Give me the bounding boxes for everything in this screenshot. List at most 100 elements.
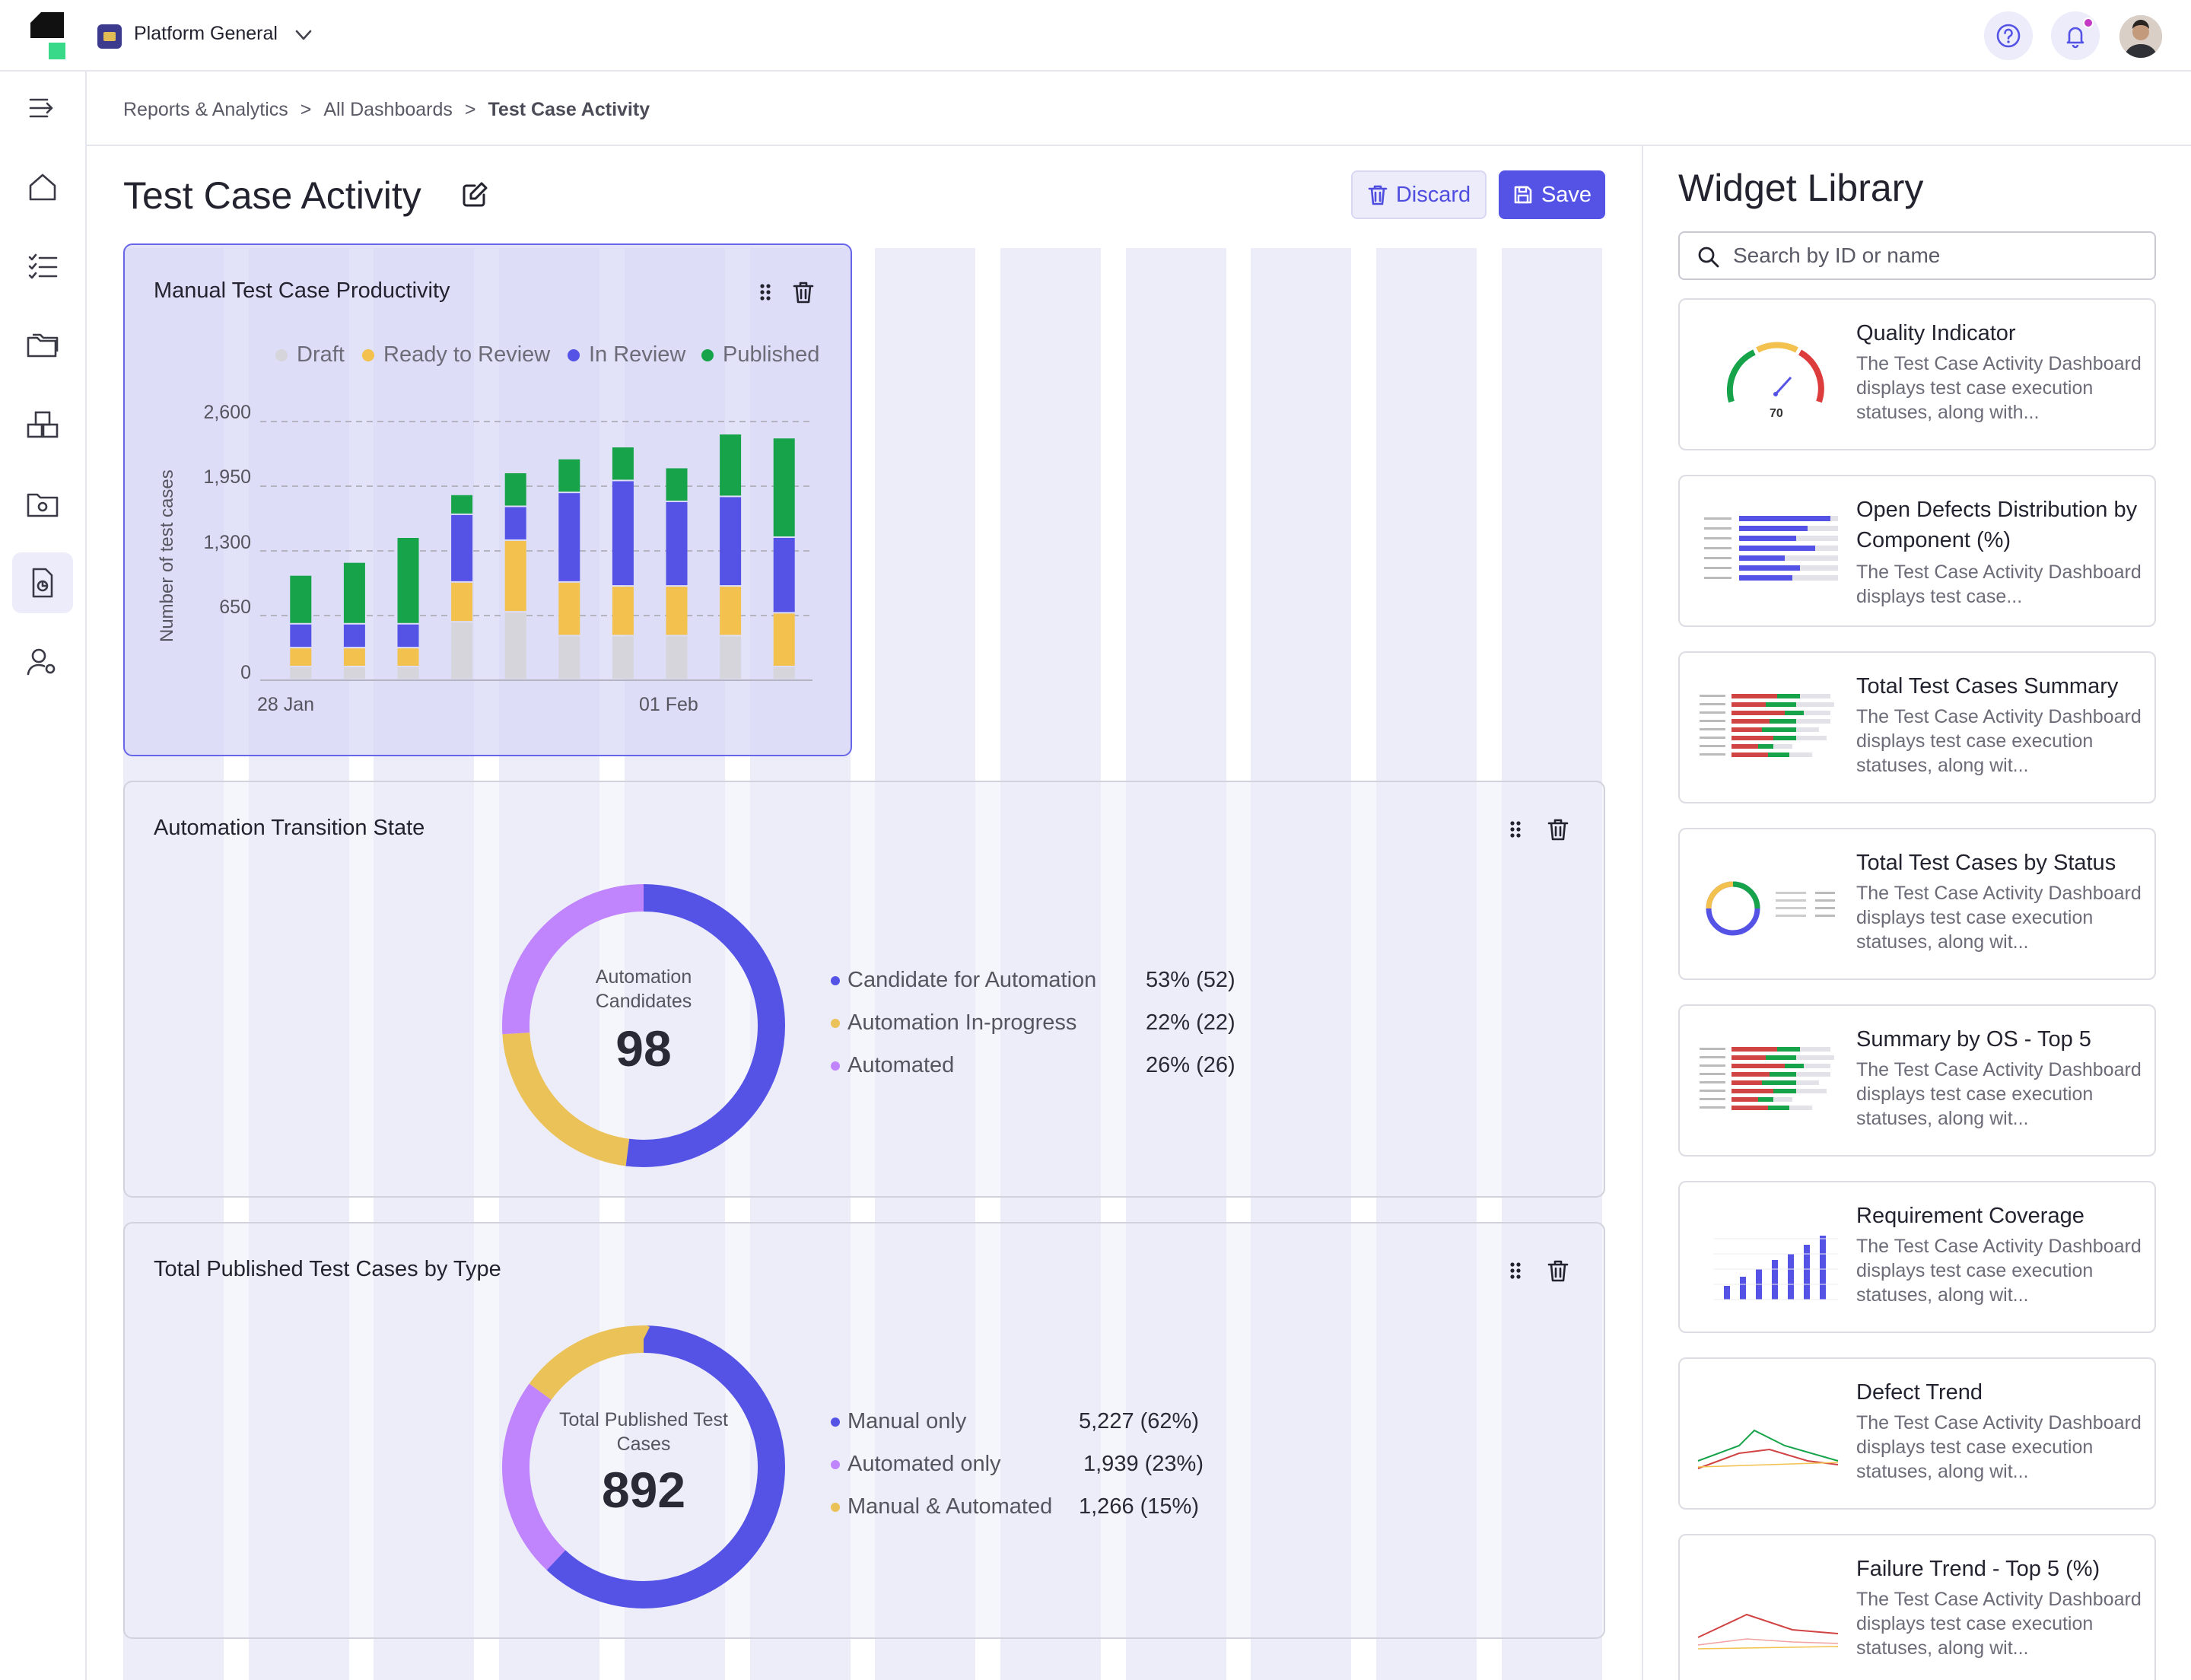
- widget-library-card[interactable]: Defect Trend The Test Case Activity Dashb…: [1678, 1357, 2156, 1510]
- legend-dot: [701, 348, 714, 361]
- bar-segment-published[interactable]: [666, 468, 688, 501]
- bar-segment-published[interactable]: [290, 575, 312, 623]
- save-button[interactable]: Save: [1499, 170, 1605, 219]
- bar-segment-draft[interactable]: [773, 667, 795, 679]
- donut-center-label: Total Published Test Cases: [559, 1409, 728, 1455]
- widget-library-card[interactable]: Requirement Coverage The Test Case Activi…: [1678, 1181, 2156, 1333]
- sidebar-item-reports[interactable]: [12, 552, 73, 613]
- search-input[interactable]: [1733, 240, 2144, 271]
- legend-value: 26% (26): [1146, 1053, 1235, 1077]
- widget-thumbnail-donut: [1706, 881, 1835, 936]
- legend-candidate: Candidate for Automation: [831, 968, 1096, 993]
- sidebar-item-packages[interactable]: [12, 394, 73, 455]
- sidebar-item-folders[interactable]: [12, 315, 73, 376]
- bar-segment-ready-to-review[interactable]: [666, 587, 688, 635]
- bar-segment-draft[interactable]: [720, 636, 742, 679]
- widget-library-card-title: Failure Trend - Top 5 (%): [1856, 1557, 2100, 1581]
- delete-widget-icon[interactable]: [1546, 1258, 1570, 1283]
- chevron-down-icon[interactable]: [292, 26, 315, 44]
- bar-segment-in-review[interactable]: [612, 481, 634, 586]
- bar-segment-ready-to-review[interactable]: [558, 582, 580, 635]
- bar-segment-in-review[interactable]: [451, 514, 473, 581]
- bar-segment-ready-to-review[interactable]: [773, 613, 795, 666]
- sidebar-item-settings-folder[interactable]: [12, 473, 73, 534]
- checklist-icon: [28, 253, 58, 279]
- widget-library-card[interactable]: Failure Trend - Top 5 (%) The Test Case A…: [1678, 1534, 2156, 1680]
- sidebar-item-home[interactable]: [12, 157, 73, 218]
- legend-dot: [831, 1417, 840, 1427]
- drag-handle-icon[interactable]: [1505, 1260, 1526, 1281]
- avatar[interactable]: [2119, 15, 2162, 58]
- breadcrumb-all-dashboards[interactable]: All Dashboards: [323, 98, 453, 120]
- bar-segment-draft[interactable]: [343, 667, 365, 679]
- sidebar-item-user-settings[interactable]: [12, 632, 73, 692]
- sidebar-item-test-cases[interactable]: [12, 236, 73, 297]
- bar-segment-published[interactable]: [720, 434, 742, 496]
- bar-segment-draft[interactable]: [612, 636, 634, 679]
- bar-segment-draft[interactable]: [666, 636, 688, 679]
- widget-manual-productivity[interactable]: Manual Test Case Productivity Draft Read…: [123, 243, 852, 756]
- bar-segment-published[interactable]: [397, 538, 419, 623]
- help-button[interactable]: [1984, 11, 2033, 60]
- legend-in-review: In Review: [568, 342, 685, 368]
- legend-label: Manual only: [847, 1409, 967, 1433]
- y-tick: 1,950: [203, 466, 251, 488]
- widget-library-card[interactable]: 70 Quality Indicator The Test Case Activit…: [1678, 298, 2156, 450]
- bar-segment-published[interactable]: [504, 473, 526, 506]
- bar-segment-draft[interactable]: [397, 667, 419, 679]
- bar-segment-in-review[interactable]: [773, 538, 795, 612]
- delete-widget-icon[interactable]: [791, 280, 816, 304]
- bar-segment-in-review[interactable]: [343, 624, 365, 648]
- widget-library-card-description: The Test Case Activity Dashboard display…: [1856, 353, 2142, 423]
- bar-segment-draft[interactable]: [290, 667, 312, 679]
- donut-slice-manual-automated[interactable]: [502, 1325, 785, 1608]
- bar-segment-draft[interactable]: [558, 636, 580, 679]
- donut-slice-automated-only[interactable]: [502, 1325, 785, 1608]
- bar-segment-draft[interactable]: [451, 622, 473, 679]
- bar-segment-ready-to-review[interactable]: [343, 648, 365, 666]
- bar-segment-published[interactable]: [773, 438, 795, 536]
- drag-handle-icon[interactable]: [755, 282, 776, 303]
- legend-draft: Draft: [275, 342, 345, 368]
- legend-label: Automation In-progress: [847, 1010, 1077, 1035]
- bar-segment-in-review[interactable]: [720, 497, 742, 586]
- edit-title-icon[interactable]: [460, 180, 490, 210]
- app-logo[interactable]: [30, 12, 70, 61]
- widget-library-card[interactable]: Total Test Cases by Status The Test Case …: [1678, 828, 2156, 980]
- breadcrumb-reports[interactable]: Reports & Analytics: [123, 98, 288, 120]
- donut-slice-automated[interactable]: [502, 884, 785, 1167]
- bar-segment-ready-to-review[interactable]: [397, 648, 419, 666]
- delete-widget-icon[interactable]: [1546, 817, 1570, 842]
- legend-automated: Automated: [831, 1053, 954, 1078]
- y-tick: 650: [219, 597, 251, 618]
- widget-library-card-title: Total Test Cases by Status: [1856, 851, 2116, 875]
- bar-segment-in-review[interactable]: [290, 624, 312, 648]
- bar-segment-published[interactable]: [343, 562, 365, 623]
- bar-segment-in-review[interactable]: [397, 624, 419, 648]
- bar-segment-ready-to-review[interactable]: [290, 648, 312, 666]
- legend-label: Automated only: [847, 1452, 1001, 1476]
- y-tick: 1,300: [203, 532, 251, 553]
- widget-automation-transition[interactable]: Automation Transition State Automation C…: [123, 781, 1605, 1198]
- bar-segment-in-review[interactable]: [558, 493, 580, 581]
- bar-segment-draft[interactable]: [504, 612, 526, 679]
- widget-library-card[interactable]: Open Defects Distribution by Component (…: [1678, 475, 2156, 627]
- widget-library-card[interactable]: Total Test Cases Summary The Test Case Ac…: [1678, 651, 2156, 803]
- workspace-name[interactable]: Platform General: [134, 23, 278, 44]
- bar-segment-ready-to-review[interactable]: [451, 582, 473, 622]
- bar-segment-published[interactable]: [451, 495, 473, 514]
- widget-search[interactable]: [1678, 231, 2156, 280]
- bar-segment-ready-to-review[interactable]: [720, 587, 742, 635]
- bar-segment-in-review[interactable]: [666, 501, 688, 586]
- bar-segment-ready-to-review[interactable]: [504, 540, 526, 612]
- discard-button[interactable]: Discard: [1351, 170, 1487, 219]
- bar-segment-in-review[interactable]: [504, 507, 526, 539]
- notifications-button[interactable]: [2051, 11, 2100, 60]
- sidebar-collapse-toggle[interactable]: [12, 78, 73, 138]
- bar-segment-published[interactable]: [558, 459, 580, 492]
- bar-segment-ready-to-review[interactable]: [612, 587, 634, 635]
- widget-published-by-type[interactable]: Total Published Test Cases by Type Total…: [123, 1222, 1605, 1639]
- drag-handle-icon[interactable]: [1505, 819, 1526, 840]
- widget-library-card[interactable]: Summary by OS - Top 5 The Test Case Activ…: [1678, 1004, 2156, 1157]
- bar-segment-published[interactable]: [612, 447, 634, 480]
